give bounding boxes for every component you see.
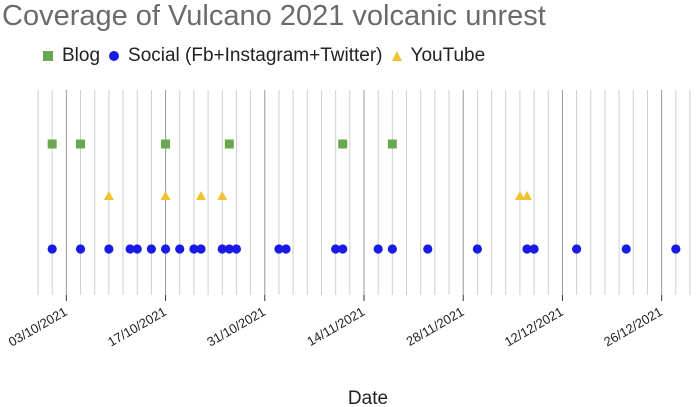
legend-item-blog: Blog (42, 45, 100, 67)
social-point (387, 244, 397, 254)
legend-item-youtube: YouTube (391, 45, 486, 67)
x-tick-label: 03/10/2021 (6, 304, 70, 350)
social-point (217, 244, 227, 254)
square-marker-icon (42, 50, 54, 62)
social-point (373, 244, 383, 254)
blog-point (338, 139, 348, 149)
social-point (125, 244, 135, 254)
legend-label-social: Social (Fb+Instagram+Twitter) (128, 45, 383, 66)
blog-point (47, 139, 57, 149)
x-axis-ticks: 03/10/2021 17/10/2021 31/10/2021 14/11/2021… (6, 295, 665, 349)
youtube-point (103, 191, 114, 200)
x-tick-label: 14/11/2021 (304, 304, 367, 349)
social-point (47, 244, 57, 254)
youtube-point (160, 191, 171, 200)
social-point (529, 244, 539, 254)
youtube-point (196, 191, 206, 200)
social-point (231, 244, 242, 254)
triangle-marker-icon (391, 50, 403, 62)
social-point (75, 244, 86, 254)
blog-point (224, 139, 234, 149)
social-point (331, 244, 341, 254)
youtube-point (522, 191, 532, 200)
data-marks (47, 139, 681, 254)
blog-point (387, 139, 397, 149)
social-point (104, 244, 114, 254)
social-point (572, 244, 582, 254)
social-point (224, 244, 234, 254)
social-point (522, 244, 532, 254)
x-tick-label: 28/11/2021 (403, 304, 466, 349)
social-point (423, 244, 433, 254)
social-point (472, 244, 482, 254)
social-point (281, 244, 291, 254)
social-point (175, 244, 185, 254)
social-point (671, 244, 681, 254)
legend-label-blog: Blog (62, 45, 101, 66)
social-point (338, 244, 348, 254)
social-point (160, 244, 171, 254)
social-point (621, 244, 631, 254)
chart-title: Coverage of Vulcano 2021 volcanic unrest (2, 0, 546, 32)
legend-item-social: Social (Fb+Instagram+Twitter) (108, 45, 383, 67)
x-axis-label: Date (348, 388, 388, 407)
grid (37, 90, 691, 295)
x-tick-label: 31/10/2021 (204, 304, 268, 350)
social-point (132, 244, 142, 254)
x-tick-label: 12/12/2021 (502, 304, 566, 350)
blog-point (161, 139, 171, 149)
social-point (196, 244, 206, 254)
social-point (189, 244, 199, 254)
social-point (146, 244, 156, 254)
x-tick-label: 17/10/2021 (105, 304, 169, 350)
blog-point (76, 139, 86, 149)
social-point (274, 244, 284, 254)
legend-label-youtube: YouTube (410, 45, 486, 66)
circle-marker-icon (108, 50, 120, 62)
youtube-point (514, 191, 525, 200)
x-tick-label: 26/12/2021 (601, 304, 665, 350)
legend: Blog Social (Fb+Instagram+Twitter) YouTu… (42, 45, 493, 67)
youtube-point (217, 191, 228, 200)
